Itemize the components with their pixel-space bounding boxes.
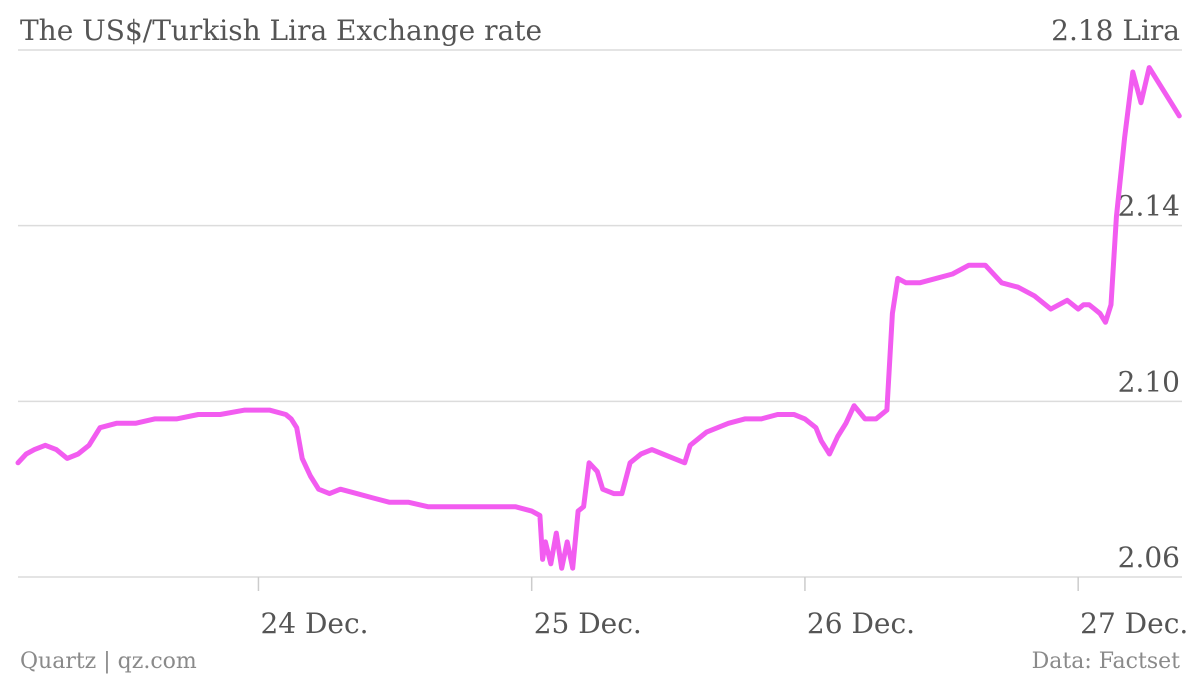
data-source: Data: Factset [1032,649,1180,674]
chart-title: The US$/Turkish Lira Exchange rate [20,14,542,47]
exchange-rate-line [15,65,1182,571]
y-tick-label: 2.14 [1118,190,1180,223]
y-tick-label: 2.06 [1118,541,1180,574]
source-credit: Quartz | qz.com [20,649,197,674]
grid-lines [18,49,1182,578]
y-tick-label: 2.18 Lira [1051,14,1180,47]
y-axis-ticks: 2.06 2.10 2.14 2.18 Lira [1051,14,1180,574]
x-tick-label: 27 Dec. [1080,607,1188,640]
x-axis-ticks: 24 Dec. 25 Dec. 26 Dec. 27 Dec. [257,577,1188,640]
x-tick-label: 24 Dec. [260,607,368,640]
x-tick-label: 26 Dec. [807,607,915,640]
y-tick-label: 2.10 [1118,365,1180,398]
x-tick-label: 25 Dec. [534,607,642,640]
